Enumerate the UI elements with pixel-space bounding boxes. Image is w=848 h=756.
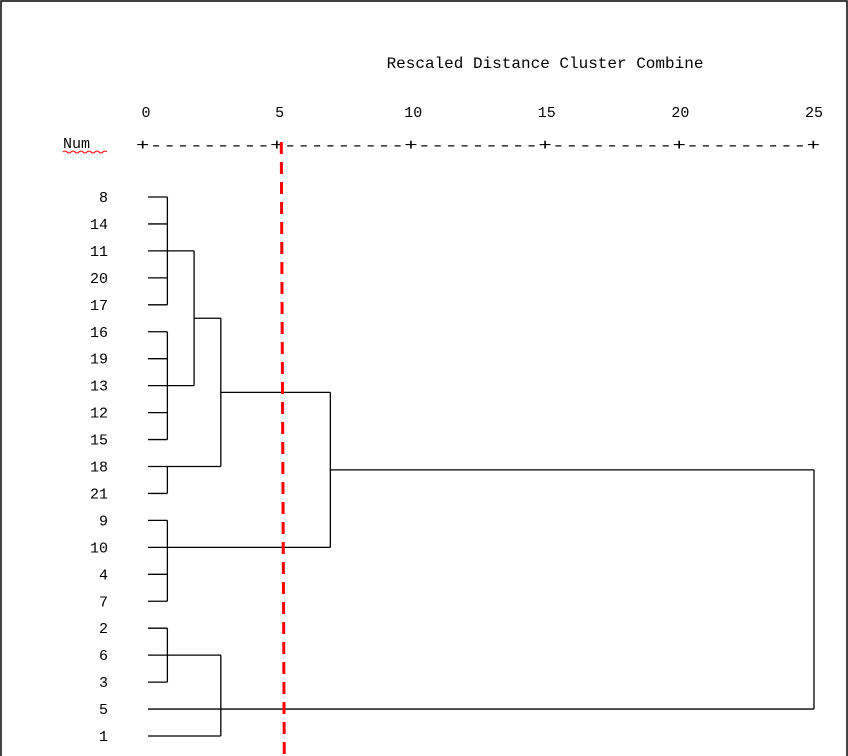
tick-label-10: 10	[404, 105, 422, 122]
spell-check-squiggle	[62, 150, 108, 154]
chart-title: Rescaled Distance Cluster Combine	[387, 55, 704, 73]
leaf-label-20: 20	[90, 271, 108, 288]
dendrogram-branches	[148, 196, 815, 737]
tick-label-5: 5	[275, 105, 284, 122]
leaf-label-3: 3	[99, 675, 108, 692]
leaf-label-11: 11	[90, 244, 108, 261]
num-header: Num	[63, 136, 90, 153]
leaf-label-14: 14	[90, 217, 108, 234]
axis-tick-labels: 0 5 10 15 20 25	[141, 105, 823, 122]
tick-label-20: 20	[671, 105, 689, 122]
leaf-label-21: 21	[90, 486, 108, 503]
leaf-label-17: 17	[90, 298, 108, 315]
leaf-label-19: 19	[90, 352, 108, 369]
leaf-label-6: 6	[99, 648, 108, 665]
leaf-label-13: 13	[90, 379, 108, 396]
leaf-label-9: 9	[99, 513, 108, 530]
axis-dashed-line: +---------+---------+---------+---------…	[136, 137, 820, 155]
tick-label-0: 0	[141, 105, 150, 122]
leaf-labels: 8 14 11 20 17 16 19 13 12 15 18 21 9 10 4 7 2 6 3 5 1	[90, 190, 108, 746]
leaf-label-1: 1	[99, 729, 108, 746]
cut-line	[279, 141, 286, 756]
tick-label-15: 15	[538, 105, 556, 122]
leaf-label-2: 2	[99, 621, 108, 638]
leaf-label-18: 18	[90, 460, 108, 477]
leaf-label-12: 12	[90, 406, 108, 423]
leaf-label-15: 15	[90, 433, 108, 450]
leaf-label-16: 16	[90, 325, 108, 342]
leaf-label-7: 7	[99, 594, 108, 611]
leaf-label-8: 8	[99, 190, 108, 207]
leaf-label-5: 5	[99, 702, 108, 719]
leaf-label-4: 4	[99, 567, 108, 584]
leaf-label-10: 10	[90, 540, 108, 557]
tick-label-25: 25	[805, 105, 823, 122]
